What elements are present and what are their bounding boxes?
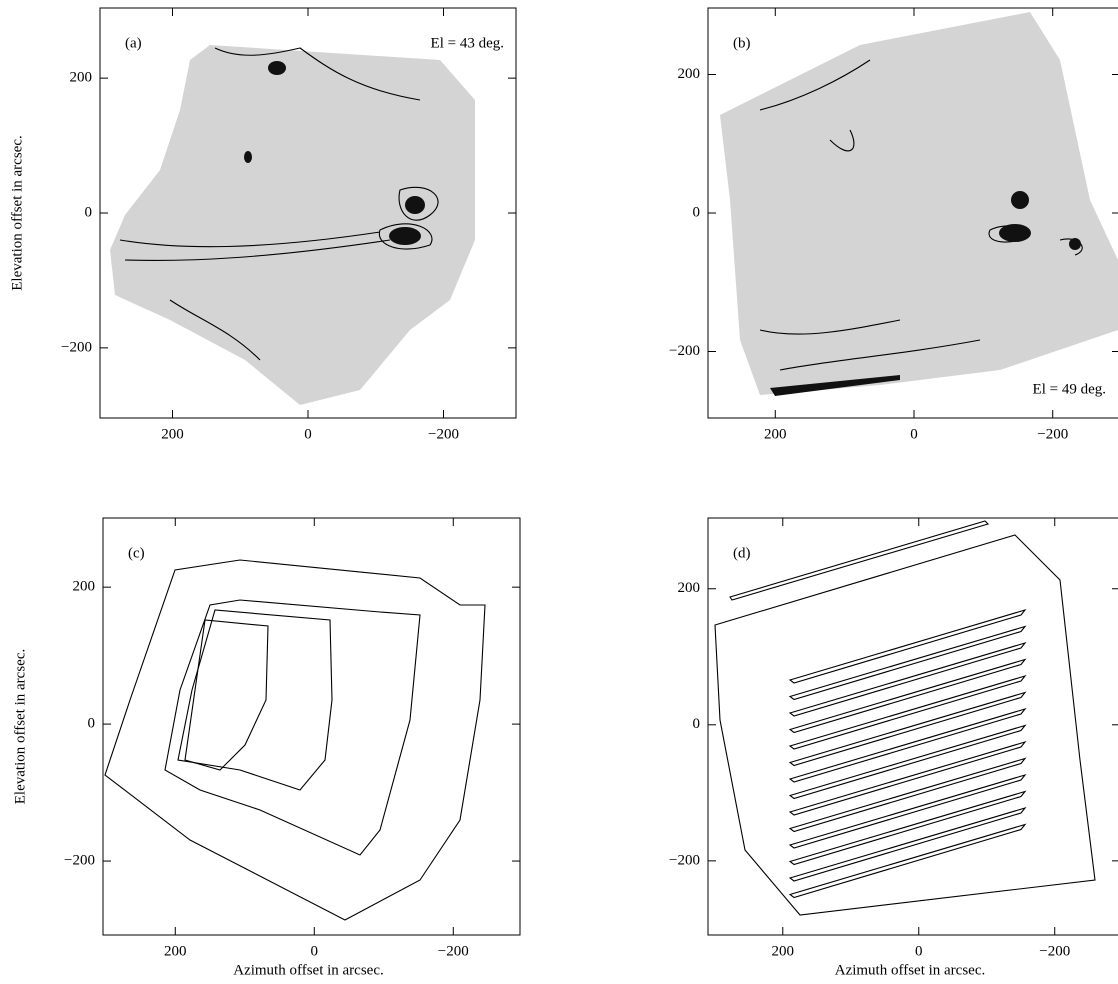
x-tick-label: −200 [1039, 943, 1070, 959]
stripe [788, 823, 1027, 899]
y-tick-label: 0 [693, 204, 701, 220]
x-axis-label: Azimuth offset in arcsec. [233, 962, 384, 978]
y-tick-label: 200 [678, 580, 701, 596]
y-tick-label: −200 [669, 852, 700, 868]
stripe [788, 757, 1027, 833]
y-tick-label: 0 [85, 204, 93, 220]
map-a [110, 45, 475, 405]
map-b [720, 12, 1118, 396]
frame [707, 517, 1118, 936]
y-tick-label: 0 [693, 716, 701, 732]
stripe [788, 707, 1027, 783]
stripe [788, 691, 1027, 767]
map-c [104, 559, 486, 921]
stripe [788, 773, 1027, 849]
stripe [788, 608, 1027, 684]
x-tick-label: −200 [1037, 426, 1068, 442]
y-tick-label: −200 [61, 339, 92, 355]
stripe [788, 625, 1027, 701]
stripe [788, 724, 1027, 800]
frame [102, 517, 521, 936]
y-tick-label: −200 [64, 852, 95, 868]
x-tick-label: 200 [164, 943, 187, 959]
x-tick-label: 0 [910, 426, 918, 442]
panel-label: (d) [733, 545, 751, 561]
x-tick-label: −200 [428, 426, 459, 442]
stripe [788, 790, 1027, 866]
stripe [788, 740, 1027, 816]
panel-label: (b) [733, 35, 751, 51]
x-tick-label: −200 [438, 943, 469, 959]
stripes [788, 608, 1027, 899]
map-d [714, 520, 1096, 916]
stripe [788, 806, 1027, 882]
y-tick-label: 0 [88, 716, 96, 732]
stripe [788, 674, 1027, 750]
stripe [788, 658, 1027, 734]
x-tick-label: 0 [915, 943, 923, 959]
y-axis-label: Elevation offset in arcsec. [9, 135, 25, 291]
y-tick-label: 200 [73, 579, 96, 595]
y-tick-label: 200 [70, 70, 93, 86]
x-tick-label: 200 [772, 943, 795, 959]
x-tick-label: 200 [161, 426, 184, 442]
x-axis-label: Azimuth offset in arcsec. [835, 962, 986, 978]
y-tick-label: −200 [669, 343, 700, 359]
y-tick-label: 200 [678, 66, 701, 82]
panel-label: (c) [128, 545, 145, 561]
annotation: El = 49 deg. [1033, 381, 1106, 397]
x-tick-label: 200 [764, 426, 787, 442]
annotation: El = 43 deg. [431, 35, 504, 51]
y-axis-label: Elevation offset in arcsec. [12, 649, 28, 805]
panel-label: (a) [125, 35, 142, 51]
x-tick-label: 0 [304, 426, 312, 442]
x-tick-label: 0 [311, 943, 319, 959]
stripe [788, 641, 1027, 717]
